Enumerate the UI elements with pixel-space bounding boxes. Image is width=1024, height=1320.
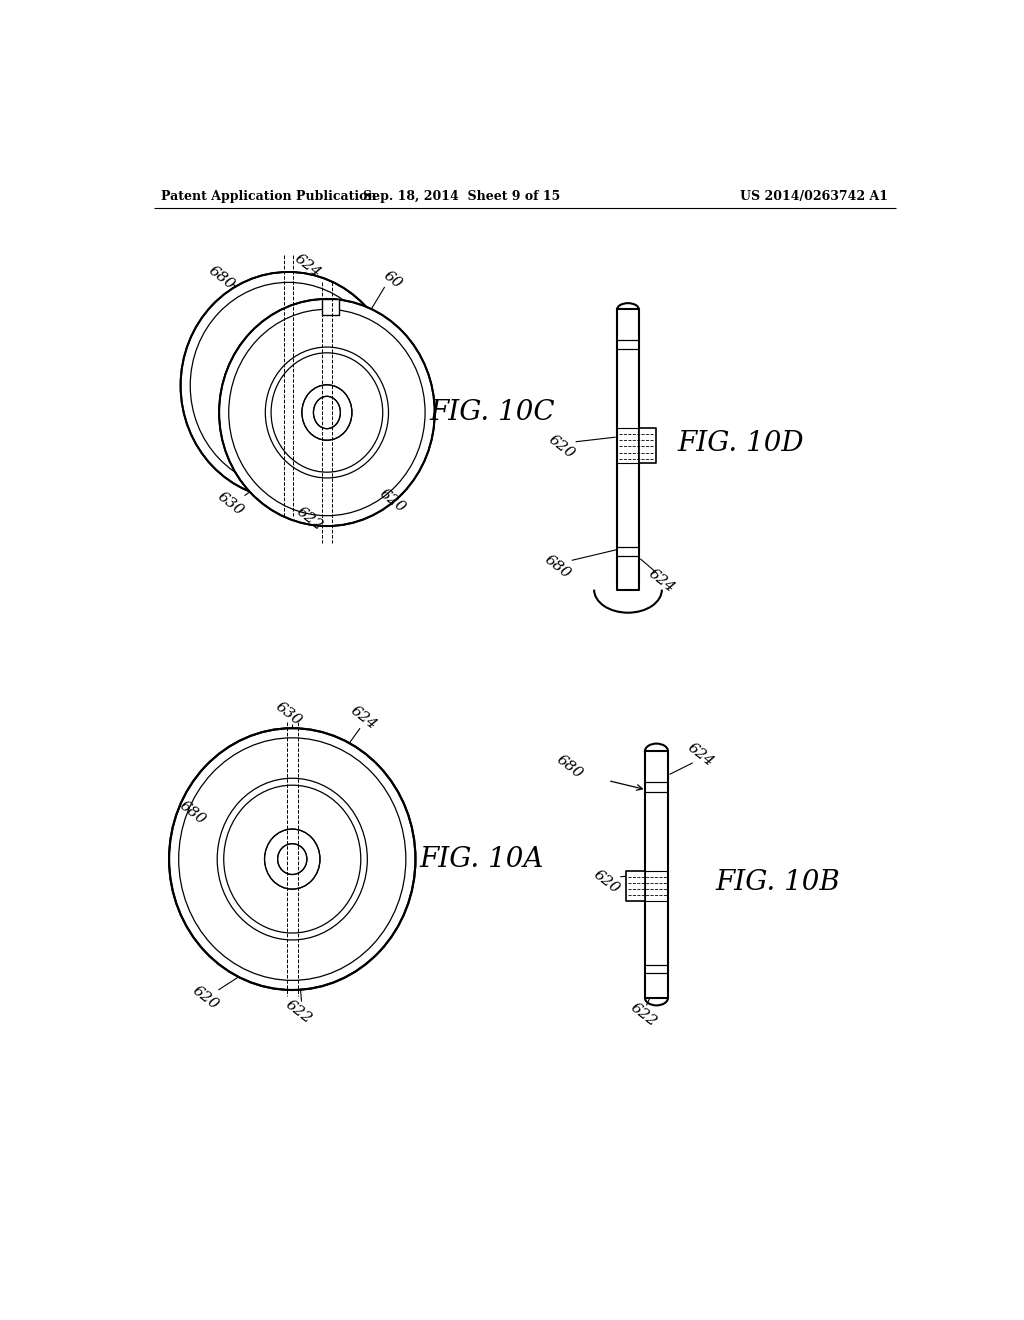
Ellipse shape bbox=[278, 843, 307, 874]
Polygon shape bbox=[639, 428, 655, 462]
Ellipse shape bbox=[169, 729, 416, 990]
Ellipse shape bbox=[274, 370, 302, 401]
Text: 630: 630 bbox=[272, 700, 304, 729]
Text: Patent Application Publication: Patent Application Publication bbox=[162, 190, 377, 203]
Text: FIG. 10A: FIG. 10A bbox=[419, 846, 544, 873]
Text: 624: 624 bbox=[347, 704, 379, 733]
Text: 680: 680 bbox=[554, 752, 586, 781]
Text: 680: 680 bbox=[206, 263, 238, 292]
Polygon shape bbox=[627, 871, 645, 902]
Text: Sep. 18, 2014  Sheet 9 of 15: Sep. 18, 2014 Sheet 9 of 15 bbox=[364, 190, 560, 203]
Ellipse shape bbox=[313, 396, 340, 429]
Ellipse shape bbox=[263, 358, 313, 413]
Text: FIG. 10B: FIG. 10B bbox=[716, 869, 841, 896]
Polygon shape bbox=[323, 298, 339, 315]
Text: 624: 624 bbox=[292, 252, 324, 281]
Ellipse shape bbox=[219, 298, 435, 527]
Text: 622: 622 bbox=[628, 1001, 659, 1030]
Ellipse shape bbox=[264, 829, 319, 890]
Text: 620: 620 bbox=[546, 433, 578, 462]
Ellipse shape bbox=[302, 385, 352, 441]
Text: 680: 680 bbox=[542, 552, 573, 581]
Text: 620: 620 bbox=[189, 983, 221, 1012]
Text: 620: 620 bbox=[377, 487, 409, 516]
Text: 624: 624 bbox=[646, 566, 678, 595]
Polygon shape bbox=[645, 751, 668, 998]
Text: 60: 60 bbox=[380, 268, 404, 292]
Text: US 2014/0263742 A1: US 2014/0263742 A1 bbox=[740, 190, 888, 203]
Text: 680: 680 bbox=[176, 799, 208, 828]
Ellipse shape bbox=[180, 272, 396, 499]
Text: FIG. 10D: FIG. 10D bbox=[677, 430, 804, 457]
Text: 620: 620 bbox=[591, 867, 623, 896]
Text: 624: 624 bbox=[684, 741, 716, 770]
Text: 622: 622 bbox=[283, 997, 314, 1026]
Text: 622: 622 bbox=[294, 504, 326, 533]
Text: 630: 630 bbox=[215, 488, 247, 517]
Text: FIG. 10C: FIG. 10C bbox=[429, 399, 555, 426]
Polygon shape bbox=[617, 309, 639, 590]
